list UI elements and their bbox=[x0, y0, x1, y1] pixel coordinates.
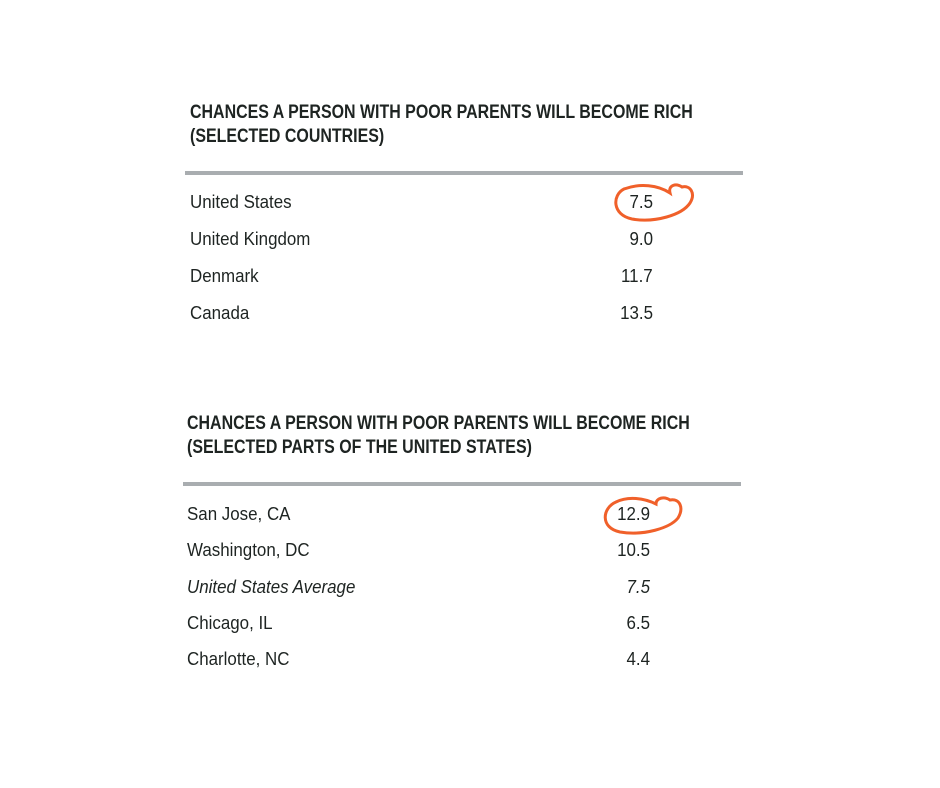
table-row: United States Average 7.5 bbox=[187, 572, 650, 602]
row-label: United Kingdom bbox=[190, 229, 311, 249]
row-label: Canada bbox=[190, 303, 250, 323]
row-value: 11.7 bbox=[621, 266, 653, 286]
row-label: San Jose, CA bbox=[187, 504, 291, 524]
row-label: Charlotte, NC bbox=[187, 649, 290, 669]
row-label: United States bbox=[190, 192, 292, 212]
row-value: 10.5 bbox=[617, 540, 650, 560]
row-value: 9.0 bbox=[629, 229, 653, 249]
divider bbox=[185, 171, 743, 175]
row-value: 7.5 bbox=[626, 577, 650, 597]
table-title: CHANCES A PERSON WITH POOR PARENTS WILL … bbox=[187, 412, 690, 460]
table-selected-countries: CHANCES A PERSON WITH POOR PARENTS WILL … bbox=[190, 101, 789, 149]
row-label: United States Average bbox=[187, 577, 356, 597]
row-label: Chicago, IL bbox=[187, 613, 273, 633]
row-value: 4.4 bbox=[626, 649, 650, 669]
table-title: CHANCES A PERSON WITH POOR PARENTS WILL … bbox=[190, 101, 693, 149]
divider bbox=[183, 482, 741, 486]
table-row: Denmark 11.7 bbox=[190, 261, 653, 291]
hand-drawn-circle-annotation bbox=[603, 496, 683, 535]
table-row: Canada 13.5 bbox=[190, 298, 653, 328]
title-line: CHANCES A PERSON WITH POOR PARENTS WILL … bbox=[190, 102, 693, 123]
hand-drawn-circle-annotation bbox=[614, 183, 694, 222]
table-row: Washington, DC 10.5 bbox=[187, 535, 650, 565]
table-row: United Kingdom 9.0 bbox=[190, 224, 653, 254]
table-selected-us-parts: CHANCES A PERSON WITH POOR PARENTS WILL … bbox=[187, 412, 786, 460]
title-line: CHANCES A PERSON WITH POOR PARENTS WILL … bbox=[187, 413, 690, 434]
title-subline: (SELECTED COUNTRIES) bbox=[190, 126, 385, 147]
row-label: Denmark bbox=[190, 266, 259, 286]
row-value: 7.5 bbox=[629, 192, 653, 212]
row-label: Washington, DC bbox=[187, 540, 310, 560]
table-row: San Jose, CA 12.9 bbox=[187, 499, 650, 529]
row-value: 6.5 bbox=[626, 613, 650, 633]
table-row: Charlotte, NC 4.4 bbox=[187, 644, 650, 674]
row-value: 13.5 bbox=[620, 303, 653, 323]
table-row: United States 7.5 bbox=[190, 187, 653, 217]
row-value: 12.9 bbox=[617, 504, 650, 524]
table-row: Chicago, IL 6.5 bbox=[187, 608, 650, 638]
title-subline: (SELECTED PARTS OF THE UNITED STATES) bbox=[187, 437, 532, 458]
